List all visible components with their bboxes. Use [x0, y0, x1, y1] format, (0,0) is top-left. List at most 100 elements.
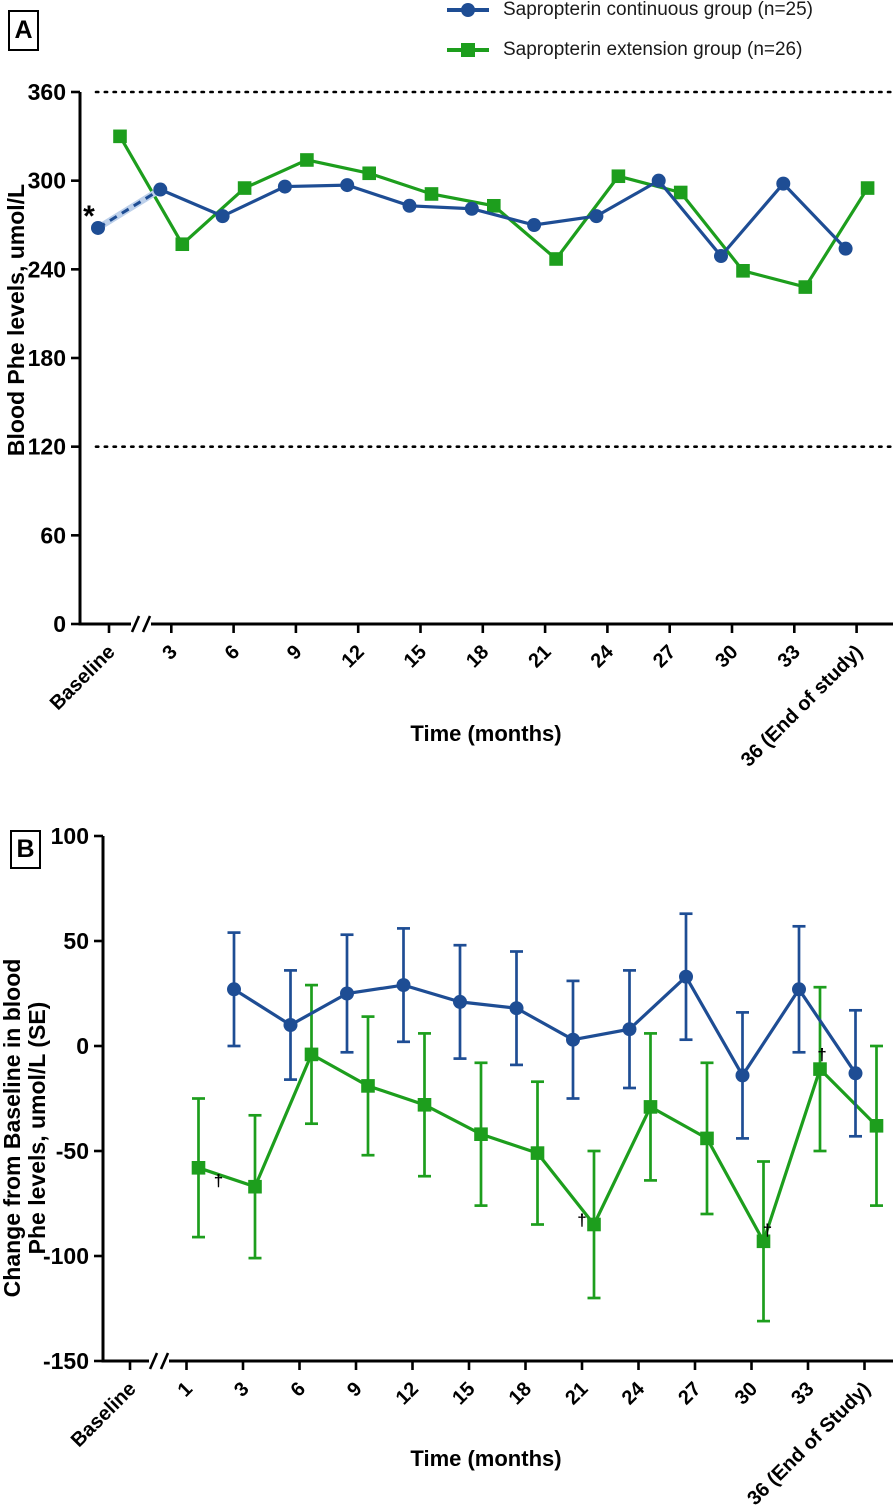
series-extension-point-marker [113, 129, 127, 144]
axis-break-slash [141, 615, 152, 633]
series-extension-point-marker [549, 252, 563, 266]
panel-b-label: B [10, 830, 41, 869]
legend-circle-marker-icon [447, 2, 489, 18]
series-extension-point-marker [700, 1131, 714, 1146]
y-tick-label: 240 [28, 256, 66, 282]
y-tick-label: -50 [56, 1138, 89, 1164]
x-tick-label: 33 [774, 641, 805, 672]
series-extension-point-marker [869, 1119, 884, 1133]
x-tick-label: 6 [221, 641, 244, 664]
series-extension-point-marker [487, 198, 501, 213]
significance-dagger: † [577, 1211, 586, 1230]
axis-break-slash [159, 1352, 170, 1370]
series-extension-point-marker [417, 1098, 432, 1112]
x-tick-label: 12 [392, 1378, 423, 1409]
series-continuous-point-marker [396, 978, 411, 993]
x-tick-label: Baseline [67, 1378, 141, 1452]
axis-break-slash [148, 1352, 159, 1370]
series-continuous-point-marker [792, 982, 806, 997]
y-axis-title: Phe levels, umol/L (SE) [24, 1002, 50, 1255]
series-extension-point-marker [361, 1079, 375, 1093]
legend-item: Sapropterin extension group (n=26) [447, 37, 813, 63]
x-tick-label: 9 [343, 1378, 366, 1401]
y-tick-label: -150 [43, 1348, 89, 1374]
x-tick-label: 30 [711, 641, 742, 672]
y-tick-label: 50 [63, 928, 89, 954]
x-axis-title: Time (months) [410, 1446, 561, 1471]
series-continuous-point-marker [227, 982, 241, 997]
series-continuous-point-marker [566, 1032, 580, 1047]
y-tick-label: -100 [43, 1243, 89, 1269]
x-tick-label: 33 [787, 1378, 818, 1409]
series-extension-point-marker [587, 1217, 601, 1232]
series-extension-point-marker [362, 166, 376, 181]
series-continuous-point-marker [453, 994, 467, 1009]
x-tick-label: 15 [400, 641, 431, 672]
series-continuous-point-marker [283, 1018, 298, 1032]
series-continuous-point-marker [340, 986, 354, 1001]
x-tick-label: Baseline [46, 641, 120, 715]
y-tick-label: 100 [51, 823, 89, 849]
series-continuous-point-marker [714, 249, 728, 264]
x-tick-label: 18 [505, 1378, 536, 1409]
x-tick-label: 1 [174, 1378, 197, 1401]
series-continuous-point-marker [679, 969, 693, 984]
series-continuous-point-marker [464, 201, 479, 216]
series-continuous-point-marker [848, 1066, 863, 1081]
x-tick-label: 30 [731, 1378, 762, 1409]
series-continuous-point-marker [153, 182, 168, 197]
x-tick-label: 9 [283, 641, 306, 664]
series-continuous-point-marker [340, 178, 355, 193]
x-tick-label: 15 [448, 1378, 479, 1409]
legend-item: Sapropterin continuous group (n=25) [447, 0, 813, 23]
significance-dagger: † [214, 1171, 223, 1190]
series-continuous-point-marker [527, 218, 542, 232]
y-axis-title: Blood Phe levels, umol/L [3, 184, 29, 456]
series-continuous-line [159, 178, 847, 259]
series-continuous-point-marker [651, 173, 666, 188]
series-continuous-point-marker [402, 198, 417, 213]
series-continuous-point-marker [776, 176, 791, 191]
series-extension-point-marker [611, 169, 626, 184]
y-tick-label: 120 [28, 434, 66, 460]
y-tick-label: 60 [40, 522, 66, 548]
y-axis-title: Change from Baseline in blood [0, 959, 25, 1298]
series-extension-point-marker [860, 181, 875, 195]
x-tick-label: 24 [587, 640, 619, 672]
series-extension-point-marker [813, 1062, 827, 1076]
x-tick-label: 21 [561, 1378, 592, 1409]
x-tick-label: 12 [337, 641, 368, 672]
series-extension-point-marker [756, 1234, 771, 1249]
series-continuous-point-marker [215, 209, 230, 224]
series-continuous-point-marker [589, 209, 604, 224]
significance-dagger: † [817, 1045, 826, 1064]
series-extension-point-marker [248, 1179, 262, 1194]
significance-asterisk: * [83, 200, 95, 233]
series-extension-point-marker [191, 1161, 206, 1175]
x-tick-label: 24 [618, 1377, 650, 1409]
series-continuous-point-marker [622, 1022, 637, 1037]
series-extension-point-marker [798, 280, 813, 294]
x-tick-label: 36 (End of study) [737, 641, 867, 771]
y-tick-label: 300 [28, 168, 66, 194]
series-extension-point-marker [474, 1127, 488, 1141]
series-extension-point-marker [304, 1047, 319, 1062]
legend: Sapropterin continuous group (n=25) Sapro… [447, 0, 813, 77]
x-tick-label: 21 [524, 641, 555, 672]
series-extension-point-marker [175, 237, 190, 252]
x-tick-label: 6 [287, 1378, 310, 1401]
series-continuous-point-marker [277, 179, 292, 194]
axis-break-slash [130, 615, 141, 633]
series-continuous-dashed-line [97, 188, 162, 230]
series-extension-point-marker [736, 264, 750, 278]
legend-square-marker-icon [447, 42, 489, 58]
series-continuous-point-marker [735, 1068, 750, 1083]
y-tick-label: 0 [76, 1033, 89, 1059]
legend-item-label: Sapropterin extension group (n=26) [503, 39, 803, 60]
series-continuous-point-marker [91, 220, 105, 235]
series-continuous-point-marker [838, 241, 853, 256]
x-tick-label: 3 [230, 1378, 253, 1401]
panel-a-label: A [8, 10, 39, 51]
